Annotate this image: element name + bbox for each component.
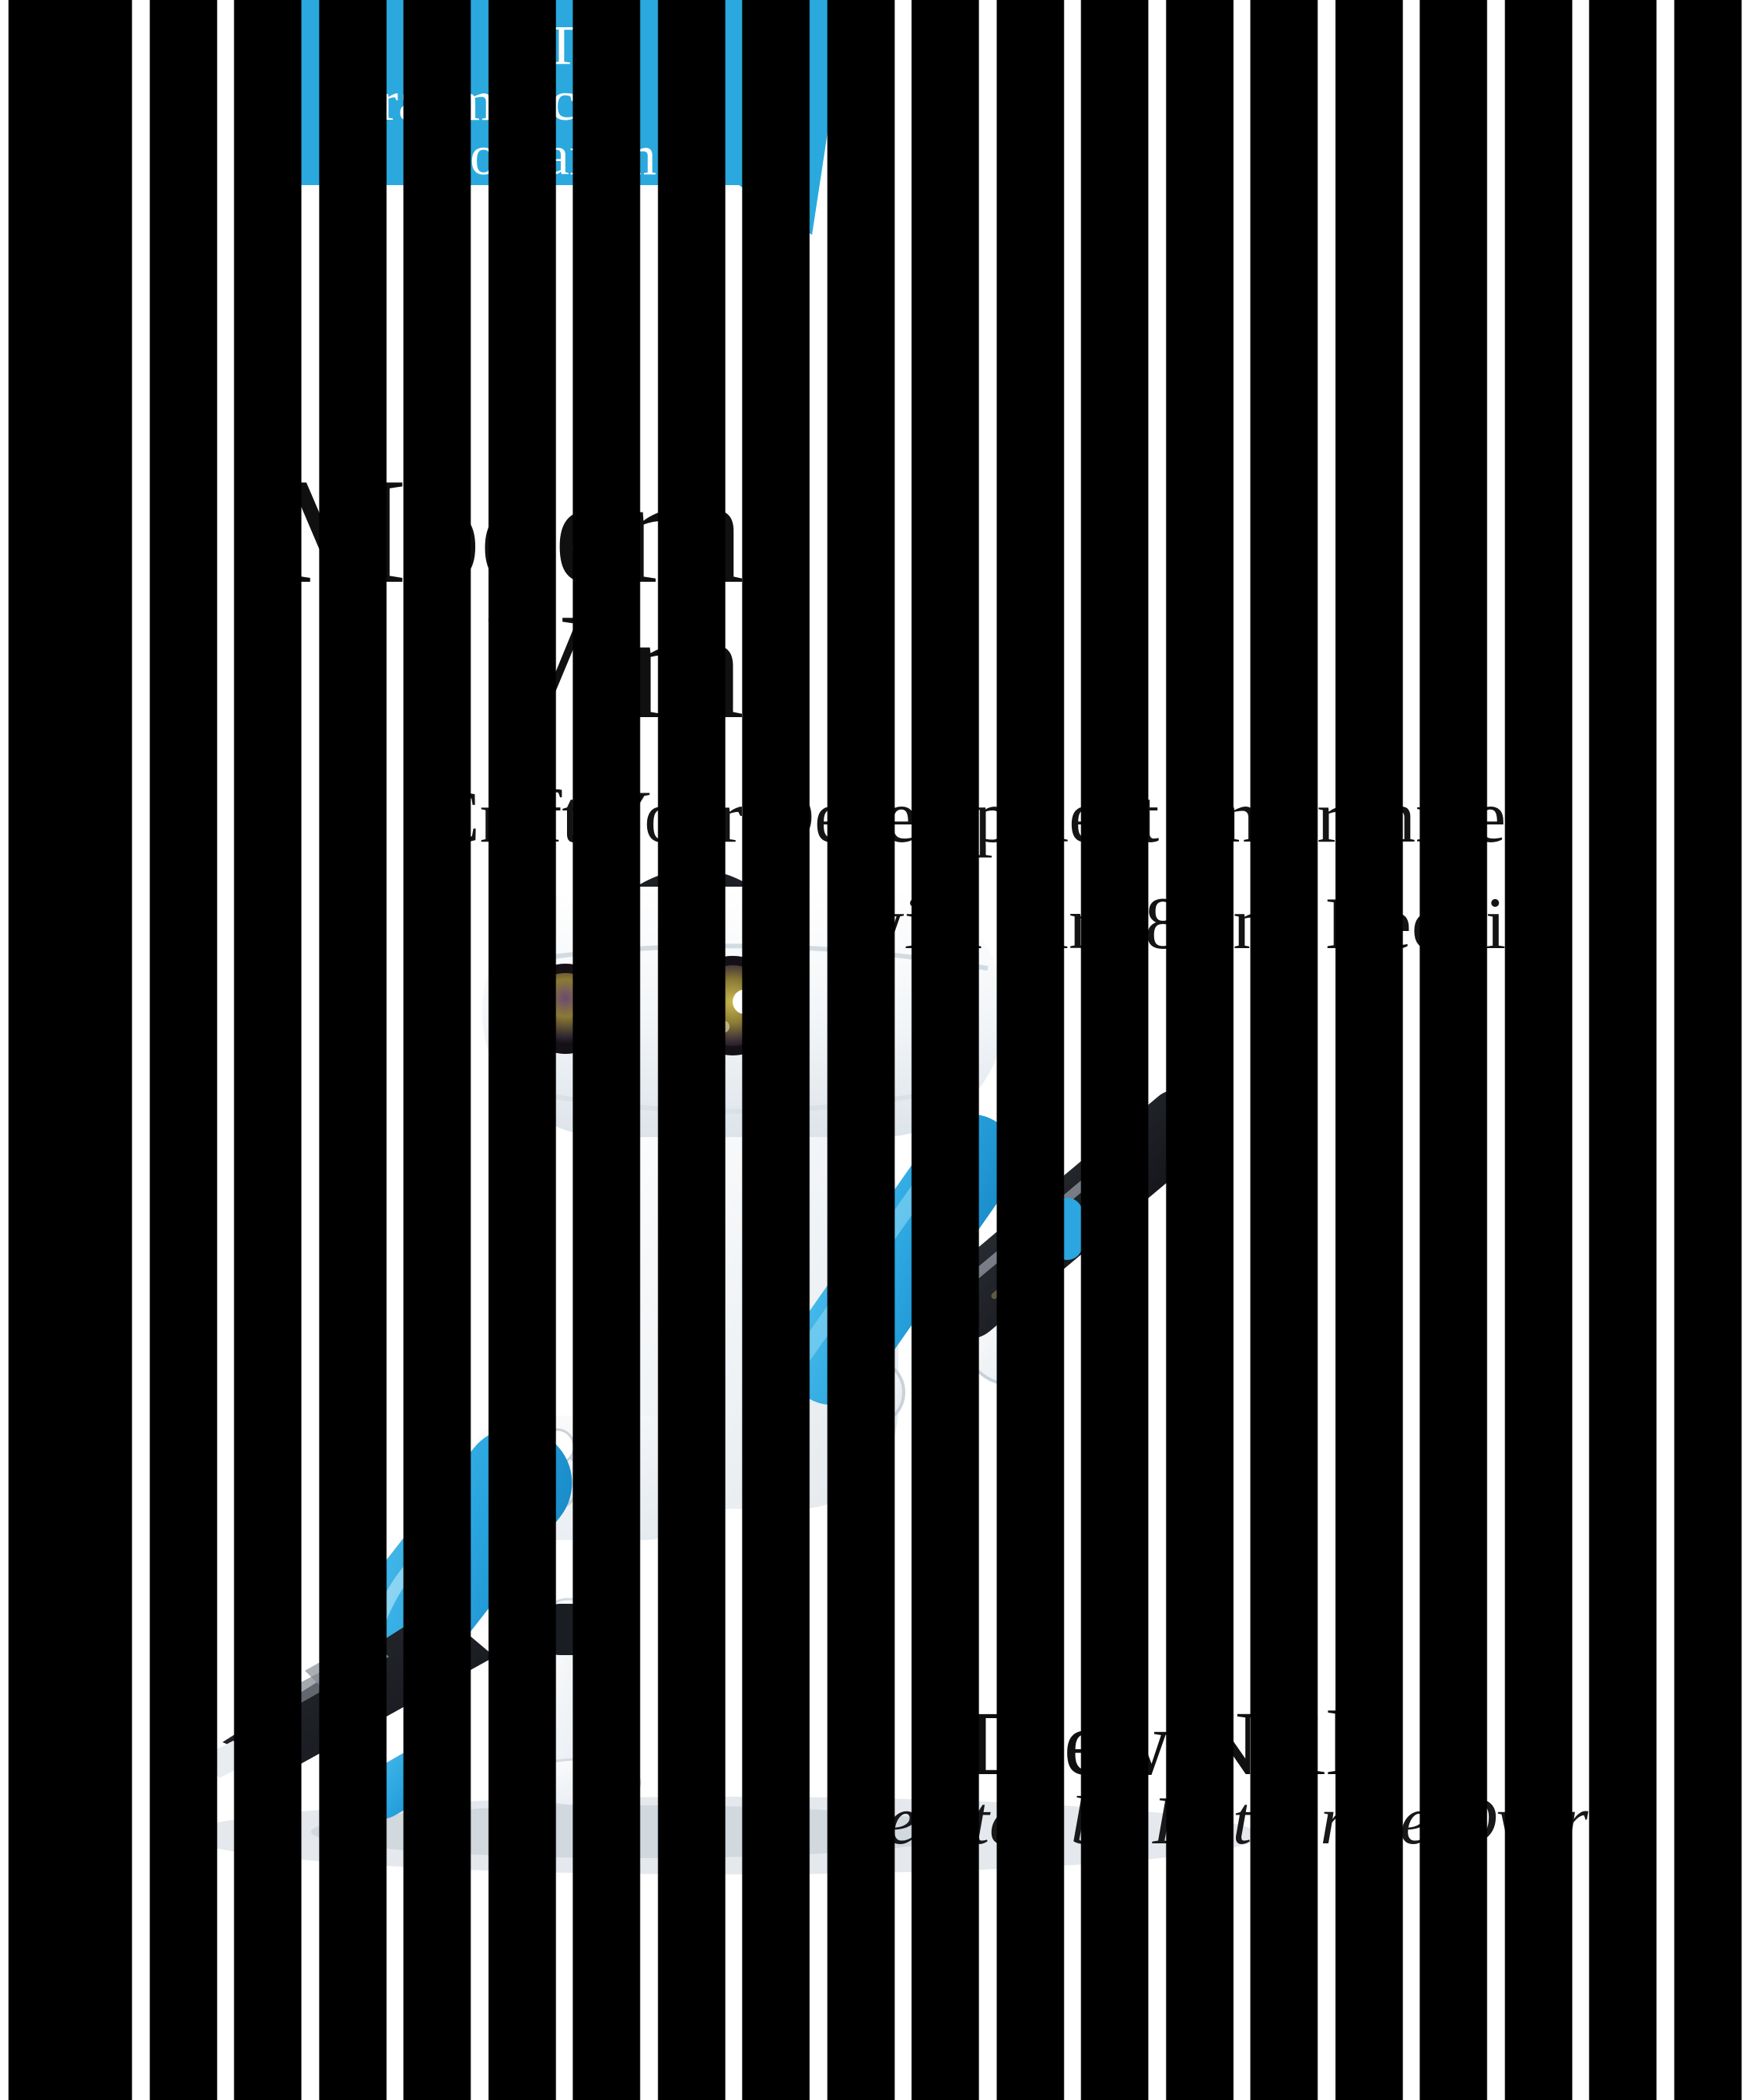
robot-knee-dark (540, 1604, 599, 1655)
robot-leg-right (517, 1598, 642, 1808)
editor-credit: edited by Katharine Dvorak (887, 1783, 1653, 1859)
author-name: Drew Neil (967, 1692, 1352, 1794)
book-title-line2: Vim (487, 583, 744, 751)
publisher-banner: The Pragmatic Programmers (258, 0, 848, 235)
publisher-banner-line3: Programmers (420, 124, 722, 187)
publisher-banner-line1: The (544, 14, 632, 76)
book-subtitle-line2: with Vim 8 and Neovim (850, 882, 1563, 964)
robot-foot-right (517, 1758, 642, 1808)
book-title: Modern Vim (271, 447, 744, 751)
robot-shadow-core (311, 1805, 964, 1858)
robot-arm-accent (1052, 1198, 1083, 1260)
publisher-banner-line2: Pragmatic (348, 70, 576, 132)
book-subtitle-line1: Craft Your Development Environment (430, 775, 1563, 858)
robot-elbow-joint (837, 1358, 905, 1426)
book-title-line1: Modern (271, 447, 744, 615)
book-subtitle: Craft Your Development Environment with … (431, 764, 1563, 977)
robot-eye-left-icon (520, 964, 611, 1054)
